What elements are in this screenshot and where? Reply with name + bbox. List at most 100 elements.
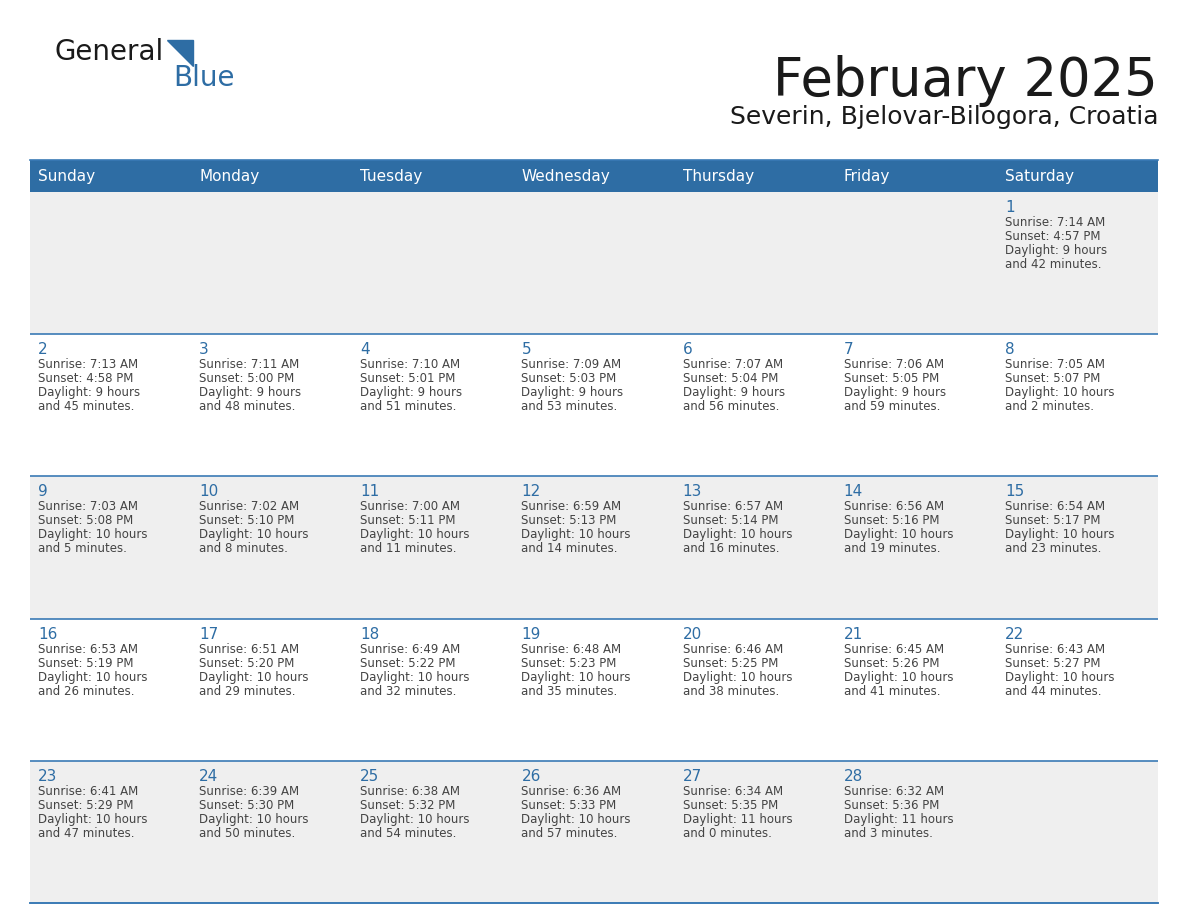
Bar xyxy=(30,761,1158,903)
Text: Sunset: 5:03 PM: Sunset: 5:03 PM xyxy=(522,372,617,386)
Text: and 19 minutes.: and 19 minutes. xyxy=(843,543,940,555)
Text: Sunset: 5:17 PM: Sunset: 5:17 PM xyxy=(1005,514,1100,528)
Text: Sunset: 5:05 PM: Sunset: 5:05 PM xyxy=(843,372,939,386)
Text: Daylight: 10 hours: Daylight: 10 hours xyxy=(200,671,309,684)
Text: and 53 minutes.: and 53 minutes. xyxy=(522,400,618,413)
Text: 19: 19 xyxy=(522,627,541,642)
Text: and 48 minutes.: and 48 minutes. xyxy=(200,400,296,413)
Text: Daylight: 9 hours: Daylight: 9 hours xyxy=(683,386,785,399)
Text: 9: 9 xyxy=(38,485,48,499)
Text: Sunrise: 7:00 AM: Sunrise: 7:00 AM xyxy=(360,500,460,513)
Text: Daylight: 10 hours: Daylight: 10 hours xyxy=(522,671,631,684)
Text: Sunrise: 6:56 AM: Sunrise: 6:56 AM xyxy=(843,500,943,513)
Text: Daylight: 10 hours: Daylight: 10 hours xyxy=(843,671,953,684)
Text: 21: 21 xyxy=(843,627,862,642)
Text: Daylight: 11 hours: Daylight: 11 hours xyxy=(683,812,792,826)
Text: and 57 minutes.: and 57 minutes. xyxy=(522,827,618,840)
Text: and 35 minutes.: and 35 minutes. xyxy=(522,685,618,698)
Text: Sunrise: 6:53 AM: Sunrise: 6:53 AM xyxy=(38,643,138,655)
Text: and 47 minutes.: and 47 minutes. xyxy=(38,827,134,840)
Text: Daylight: 9 hours: Daylight: 9 hours xyxy=(38,386,140,399)
Text: 1: 1 xyxy=(1005,200,1015,215)
Text: Sunset: 5:16 PM: Sunset: 5:16 PM xyxy=(843,514,940,528)
Text: 4: 4 xyxy=(360,342,369,357)
Text: Sunrise: 6:36 AM: Sunrise: 6:36 AM xyxy=(522,785,621,798)
Text: 28: 28 xyxy=(843,768,862,784)
Text: and 42 minutes.: and 42 minutes. xyxy=(1005,258,1101,271)
Text: 11: 11 xyxy=(360,485,379,499)
Bar xyxy=(30,192,1158,334)
Text: and 3 minutes.: and 3 minutes. xyxy=(843,827,933,840)
Text: Daylight: 10 hours: Daylight: 10 hours xyxy=(843,529,953,542)
Text: Monday: Monday xyxy=(200,169,259,184)
Text: 16: 16 xyxy=(38,627,57,642)
Text: 7: 7 xyxy=(843,342,853,357)
Text: Daylight: 9 hours: Daylight: 9 hours xyxy=(200,386,302,399)
Text: 18: 18 xyxy=(360,627,379,642)
Text: Daylight: 10 hours: Daylight: 10 hours xyxy=(200,529,309,542)
Text: Wednesday: Wednesday xyxy=(522,169,611,184)
Text: Sunrise: 6:49 AM: Sunrise: 6:49 AM xyxy=(360,643,461,655)
Text: Daylight: 11 hours: Daylight: 11 hours xyxy=(843,812,953,826)
Text: Sunset: 5:19 PM: Sunset: 5:19 PM xyxy=(38,656,133,669)
Text: Sunrise: 6:59 AM: Sunrise: 6:59 AM xyxy=(522,500,621,513)
Text: 2: 2 xyxy=(38,342,48,357)
Text: Sunset: 5:36 PM: Sunset: 5:36 PM xyxy=(843,799,939,812)
Text: 20: 20 xyxy=(683,627,702,642)
Text: Sunset: 5:07 PM: Sunset: 5:07 PM xyxy=(1005,372,1100,386)
Text: Sunset: 5:25 PM: Sunset: 5:25 PM xyxy=(683,656,778,669)
Text: Sunset: 5:00 PM: Sunset: 5:00 PM xyxy=(200,372,295,386)
Bar xyxy=(30,619,1158,761)
Text: and 23 minutes.: and 23 minutes. xyxy=(1005,543,1101,555)
Text: Sunrise: 7:05 AM: Sunrise: 7:05 AM xyxy=(1005,358,1105,371)
Text: Sunrise: 6:38 AM: Sunrise: 6:38 AM xyxy=(360,785,460,798)
Text: Sunset: 5:30 PM: Sunset: 5:30 PM xyxy=(200,799,295,812)
Text: and 44 minutes.: and 44 minutes. xyxy=(1005,685,1101,698)
Text: Sunrise: 6:39 AM: Sunrise: 6:39 AM xyxy=(200,785,299,798)
Text: Severin, Bjelovar-Bilogora, Croatia: Severin, Bjelovar-Bilogora, Croatia xyxy=(729,105,1158,129)
Text: Daylight: 10 hours: Daylight: 10 hours xyxy=(38,529,147,542)
Text: and 29 minutes.: and 29 minutes. xyxy=(200,685,296,698)
Text: 23: 23 xyxy=(38,768,57,784)
Text: 14: 14 xyxy=(843,485,862,499)
Text: Sunset: 5:04 PM: Sunset: 5:04 PM xyxy=(683,372,778,386)
Text: 22: 22 xyxy=(1005,627,1024,642)
Text: Sunset: 5:20 PM: Sunset: 5:20 PM xyxy=(200,656,295,669)
Text: Sunset: 5:29 PM: Sunset: 5:29 PM xyxy=(38,799,133,812)
Text: and 38 minutes.: and 38 minutes. xyxy=(683,685,779,698)
Text: and 11 minutes.: and 11 minutes. xyxy=(360,543,456,555)
Text: Sunrise: 6:51 AM: Sunrise: 6:51 AM xyxy=(200,643,299,655)
Text: 10: 10 xyxy=(200,485,219,499)
Text: Daylight: 10 hours: Daylight: 10 hours xyxy=(522,529,631,542)
Text: Sunrise: 6:48 AM: Sunrise: 6:48 AM xyxy=(522,643,621,655)
Text: 3: 3 xyxy=(200,342,209,357)
Text: Blue: Blue xyxy=(173,64,234,92)
Text: and 26 minutes.: and 26 minutes. xyxy=(38,685,134,698)
Text: and 16 minutes.: and 16 minutes. xyxy=(683,543,779,555)
Text: Daylight: 10 hours: Daylight: 10 hours xyxy=(38,812,147,826)
Text: Daylight: 9 hours: Daylight: 9 hours xyxy=(522,386,624,399)
Text: Sunset: 5:23 PM: Sunset: 5:23 PM xyxy=(522,656,617,669)
Text: Daylight: 10 hours: Daylight: 10 hours xyxy=(683,529,792,542)
Text: Sunset: 5:08 PM: Sunset: 5:08 PM xyxy=(38,514,133,528)
Text: Sunset: 5:01 PM: Sunset: 5:01 PM xyxy=(360,372,456,386)
Text: Sunrise: 7:11 AM: Sunrise: 7:11 AM xyxy=(200,358,299,371)
Text: and 8 minutes.: and 8 minutes. xyxy=(200,543,287,555)
Text: Sunrise: 7:09 AM: Sunrise: 7:09 AM xyxy=(522,358,621,371)
Text: Daylight: 10 hours: Daylight: 10 hours xyxy=(1005,529,1114,542)
Text: Daylight: 10 hours: Daylight: 10 hours xyxy=(1005,386,1114,399)
Text: Sunset: 4:58 PM: Sunset: 4:58 PM xyxy=(38,372,133,386)
Text: and 14 minutes.: and 14 minutes. xyxy=(522,543,618,555)
Text: 25: 25 xyxy=(360,768,379,784)
Text: and 5 minutes.: and 5 minutes. xyxy=(38,543,127,555)
Bar xyxy=(30,476,1158,619)
Text: February 2025: February 2025 xyxy=(773,55,1158,107)
Text: Sunrise: 6:41 AM: Sunrise: 6:41 AM xyxy=(38,785,138,798)
Text: and 56 minutes.: and 56 minutes. xyxy=(683,400,779,413)
Text: Sunset: 5:14 PM: Sunset: 5:14 PM xyxy=(683,514,778,528)
Text: Sunset: 5:11 PM: Sunset: 5:11 PM xyxy=(360,514,456,528)
Text: Daylight: 9 hours: Daylight: 9 hours xyxy=(1005,244,1107,257)
Text: and 2 minutes.: and 2 minutes. xyxy=(1005,400,1094,413)
Text: Sunrise: 6:57 AM: Sunrise: 6:57 AM xyxy=(683,500,783,513)
Text: Sunrise: 6:43 AM: Sunrise: 6:43 AM xyxy=(1005,643,1105,655)
